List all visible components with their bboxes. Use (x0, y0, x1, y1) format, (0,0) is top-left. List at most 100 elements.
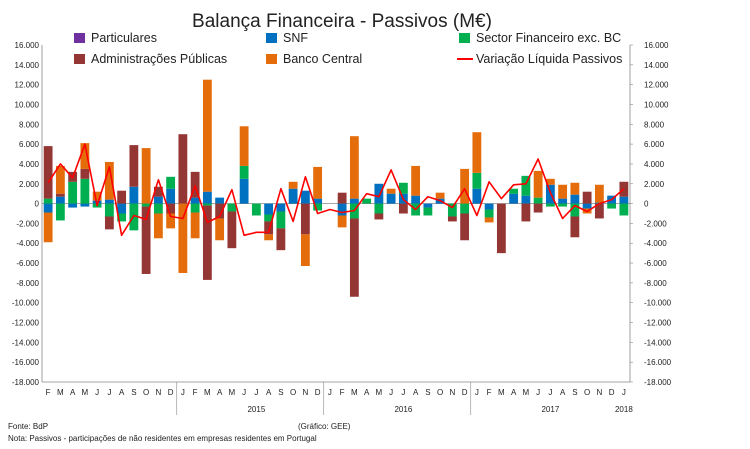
bar-segment (276, 211, 286, 229)
bar-segment (460, 168, 470, 204)
bar-segment (558, 184, 568, 199)
bar-segment (129, 145, 139, 187)
bar-segment (337, 203, 347, 216)
bar-segment (411, 195, 421, 204)
y-tick-label-right: -14.000 (644, 338, 672, 347)
chart-bars (43, 79, 629, 297)
bar-segment (215, 197, 225, 204)
y-tick-label-right: -12.000 (644, 319, 672, 328)
bar-segment (239, 178, 249, 204)
bar-segment (300, 190, 310, 204)
y-tick-label-right: 0 (644, 200, 649, 209)
y-tick-label-left: -2.000 (16, 219, 39, 228)
bar-segment (386, 193, 396, 204)
x-tick-month: A (364, 388, 370, 397)
bar-segment (202, 79, 212, 192)
bar-segment (558, 198, 568, 204)
bar-segment (313, 198, 323, 204)
x-tick-month: A (560, 388, 566, 397)
legend-swatch (266, 54, 277, 64)
y-tick-label-left: -6.000 (16, 259, 39, 268)
y-tick-label-right: -18.000 (644, 378, 672, 387)
bar-segment (202, 205, 212, 280)
bar-segment (264, 214, 274, 222)
bar-segment (251, 203, 261, 216)
bar-segment (533, 203, 543, 213)
x-tick-month: F (340, 388, 345, 397)
x-tick-month: N (155, 388, 161, 397)
bar-segment (349, 136, 359, 199)
x-tick-month: J (107, 388, 111, 397)
bar-segment (68, 181, 78, 204)
bar-segment (374, 183, 384, 204)
bar-segment (533, 197, 543, 204)
y-tick-label-right: -8.000 (644, 279, 667, 288)
bar-segment (374, 203, 384, 214)
bar-segment (166, 176, 176, 189)
chart-title: Balança Financeira - Passivos (M€) (192, 11, 492, 32)
x-tick-month: D (462, 388, 468, 397)
y-tick-label-right: 6.000 (644, 140, 665, 149)
x-tick-month: M (57, 388, 64, 397)
bar-segment (423, 207, 433, 216)
x-tick-month: O (584, 388, 590, 397)
bar-segment (300, 234, 310, 267)
x-tick-month: M (523, 388, 530, 397)
bar-segment (190, 171, 200, 198)
y-tick-label-left: -14.000 (12, 338, 40, 347)
x-tick-month: M (376, 388, 383, 397)
net-change-line (47, 143, 625, 237)
source-label: Fonte: BdP (8, 422, 49, 431)
bar-segment (570, 203, 580, 217)
bar-segment (423, 203, 433, 208)
y-tick-label-left: -12.000 (12, 319, 40, 328)
y-tick-label-right: 12.000 (644, 81, 669, 90)
bar-segment (276, 228, 286, 251)
x-tick-month: O (143, 388, 149, 397)
y-tick-label-left: -16.000 (12, 358, 40, 367)
x-tick-month: D (609, 388, 615, 397)
bar-segment (190, 197, 200, 204)
legend-swatch (266, 33, 277, 43)
bar-segment (411, 165, 421, 196)
bar-segment (435, 192, 445, 199)
bar-segment (337, 192, 347, 204)
y-tick-label-left: -18.000 (12, 378, 40, 387)
x-tick-month: J (548, 388, 552, 397)
legend-label: Sector Financeiro exc. BC (476, 31, 621, 45)
bar-segment (153, 213, 163, 239)
bar-segment (227, 203, 237, 212)
x-tick-month: N (596, 388, 602, 397)
x-tick-month: J (242, 388, 246, 397)
bar-segment (104, 203, 114, 217)
bar-segment (153, 186, 163, 197)
x-tick-month: A (70, 388, 76, 397)
bar-segment (239, 165, 249, 179)
chart-legend: Particulares SNF Sector Financeiro exc. BC… (74, 31, 622, 66)
bar-segment (582, 191, 592, 204)
x-tick-month: O (290, 388, 296, 397)
bar-segment (521, 175, 531, 196)
bar-segment (484, 217, 494, 223)
x-tick-month: F (46, 388, 51, 397)
bar-segment (202, 191, 212, 204)
x-tick-month: M (498, 388, 505, 397)
bar-segment (43, 198, 53, 204)
bar-segment (178, 203, 188, 273)
bar-segment (570, 182, 580, 195)
bar-segment (594, 203, 604, 219)
bar-segment (129, 186, 139, 204)
bar-segment (264, 221, 274, 235)
bar-segment (619, 196, 629, 204)
bar-segment (153, 196, 163, 204)
bar-segment (313, 203, 323, 211)
bar-segment (55, 203, 65, 221)
y-tick-label-left: 0 (35, 200, 40, 209)
bar-segment (264, 203, 274, 215)
bar-segment (558, 203, 568, 207)
bar-segment (288, 181, 298, 189)
bar-segment (80, 143, 90, 169)
bar-segment (447, 216, 457, 222)
y-tick-label-left: 8.000 (19, 120, 40, 129)
